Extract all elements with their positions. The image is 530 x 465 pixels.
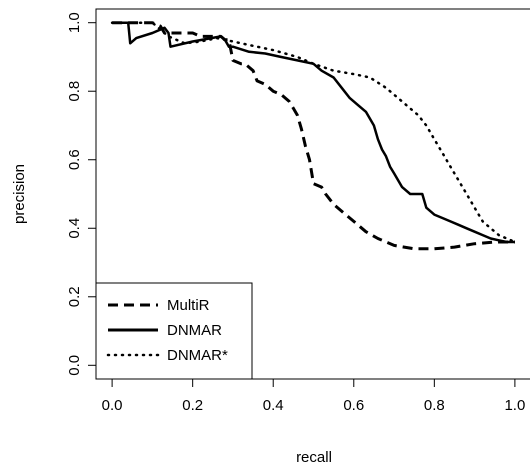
legend: MultiR DNMAR DNMAR* xyxy=(95,282,253,380)
y-tick-label: 1.0 xyxy=(66,12,83,33)
series-layer xyxy=(110,21,517,251)
series-line-dnmarstar xyxy=(110,21,517,244)
legend-label-multir: MultiR xyxy=(167,297,210,314)
series-line-multir xyxy=(112,21,515,251)
x-axis-label: recall xyxy=(296,449,332,465)
legend-label-dnmar-star: DNMAR* xyxy=(167,347,228,364)
y-axis-label: precision xyxy=(11,164,28,224)
y-tick-label: 0.4 xyxy=(66,218,83,239)
x-tick-label: 0.8 xyxy=(424,397,445,414)
x-tick-label: 1.0 xyxy=(504,397,525,414)
y-tick-label: 0.2 xyxy=(66,286,83,307)
y-tick-label: 0.8 xyxy=(66,81,83,102)
legend-label-dnmar: DNMAR xyxy=(167,322,222,339)
x-tick-label: 0.2 xyxy=(182,397,203,414)
y-tick-label: 0.0 xyxy=(66,355,83,376)
y-axis: 0.0 0.2 0.4 0.6 0.8 1.0 xyxy=(66,12,97,376)
x-tick-label: 0.6 xyxy=(343,397,364,414)
y-tick-label: 0.6 xyxy=(66,149,83,170)
x-axis: 0.0 0.2 0.4 0.6 0.8 1.0 xyxy=(102,378,525,414)
x-tick-label: 0.0 xyxy=(102,397,123,414)
series-line-dnmar xyxy=(112,21,515,244)
x-tick-label: 0.4 xyxy=(263,397,284,414)
